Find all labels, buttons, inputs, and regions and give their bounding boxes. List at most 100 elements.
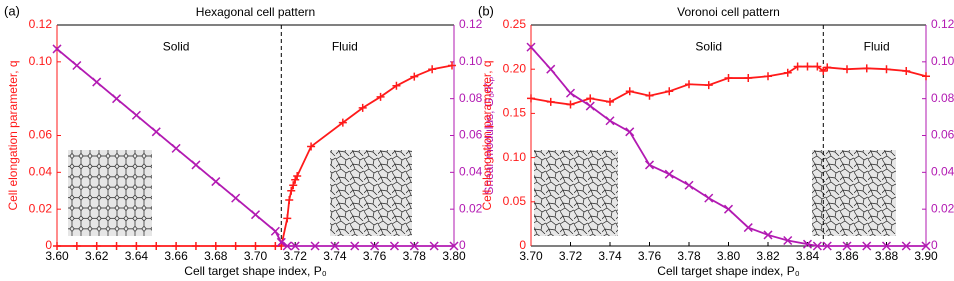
- y-axis-label: Cell elongation parameter, q: [6, 60, 20, 210]
- marker: [585, 101, 595, 111]
- marker: [191, 242, 200, 250]
- annotation: Solid: [695, 39, 722, 53]
- x-tick-label: 3.76: [638, 249, 662, 263]
- annotation: Fluid: [332, 39, 358, 53]
- y2-tick-label: 0.06: [459, 128, 483, 142]
- marker: [823, 63, 832, 72]
- y-tick-label: 0.04: [29, 165, 53, 179]
- x-tick-label: 3.74: [598, 249, 622, 263]
- panel-label: (b): [478, 3, 494, 18]
- inset-solid-pattern: [68, 150, 152, 236]
- marker: [428, 65, 437, 74]
- marker: [290, 241, 300, 251]
- y-tick-label: 0.10: [29, 54, 53, 68]
- marker: [72, 242, 81, 250]
- y2-tick-label: 0.06: [931, 128, 954, 142]
- marker: [330, 241, 340, 251]
- series-line: [530, 46, 926, 247]
- y-axis-label: Cell elongation parameter, q: [480, 60, 494, 210]
- marker: [606, 97, 614, 106]
- marker: [684, 180, 694, 190]
- x-tick-label: 3.76: [363, 249, 387, 263]
- y-tick-label: 0.25: [503, 17, 527, 31]
- marker: [231, 193, 241, 203]
- x-tick-label: 3.74: [323, 249, 347, 263]
- y2-tick-label: 0.10: [459, 54, 483, 68]
- y-tick-label: 0: [45, 238, 52, 252]
- inset-fluid-pattern: [330, 150, 412, 236]
- marker: [231, 242, 240, 250]
- inset-solid-pattern: [534, 150, 618, 236]
- marker: [802, 239, 813, 249]
- marker: [283, 214, 292, 223]
- inset-fluid-pattern: [812, 150, 896, 236]
- marker: [211, 242, 220, 250]
- marker: [358, 103, 367, 112]
- marker: [270, 226, 280, 236]
- marker: [171, 143, 181, 153]
- annotation: Solid: [163, 39, 190, 53]
- marker: [132, 242, 141, 250]
- marker: [704, 193, 714, 203]
- marker: [723, 204, 734, 214]
- marker: [685, 80, 693, 89]
- x-tick-label: 3.60: [45, 249, 69, 263]
- y2-tick-label: 0.04: [459, 165, 483, 179]
- marker: [862, 241, 872, 251]
- marker: [289, 181, 298, 190]
- x-tick-label: 3.90: [914, 249, 938, 263]
- marker: [112, 242, 121, 250]
- marker: [250, 210, 261, 220]
- marker: [526, 42, 536, 52]
- y2-tick-label: 0.04: [931, 165, 954, 179]
- marker: [625, 127, 635, 137]
- panel: (b) Voronoi cell pattern Cell target shape…: [478, 3, 954, 278]
- x-tick-label: 3.86: [835, 249, 859, 263]
- marker: [546, 97, 555, 106]
- x-tick-label: 3.64: [125, 249, 149, 263]
- panel: (a) Hexagonal cell pattern Cell target sha…: [4, 3, 496, 278]
- marker: [803, 62, 812, 71]
- marker: [625, 87, 634, 96]
- marker: [546, 64, 556, 74]
- marker: [282, 241, 292, 251]
- marker: [72, 60, 82, 71]
- marker: [370, 241, 380, 251]
- marker: [285, 195, 294, 204]
- y-tick-label: 0.02: [29, 201, 53, 215]
- marker: [605, 116, 615, 126]
- marker: [922, 72, 930, 81]
- x-tick-label: 3.84: [796, 249, 820, 263]
- y2-tick-label: 0: [459, 238, 466, 252]
- marker: [276, 237, 286, 247]
- marker: [665, 87, 674, 96]
- marker: [565, 88, 576, 98]
- x-tick-label: 3.88: [875, 249, 899, 263]
- marker: [131, 110, 141, 120]
- marker: [812, 241, 822, 251]
- marker: [783, 68, 792, 77]
- x-tick-label: 3.68: [204, 249, 228, 263]
- marker: [350, 241, 360, 251]
- y-tick-label: 0.20: [503, 61, 527, 75]
- y2-tick-label: 0.02: [459, 201, 483, 215]
- marker: [52, 44, 62, 54]
- y2-tick-label: 0: [931, 238, 938, 252]
- marker: [843, 65, 851, 74]
- x-tick-label: 3.66: [164, 249, 188, 263]
- marker: [429, 241, 439, 251]
- marker: [92, 242, 101, 250]
- marker: [644, 160, 655, 170]
- marker: [191, 160, 201, 170]
- marker: [822, 241, 832, 251]
- marker: [293, 172, 302, 181]
- x-tick-label: 3.70: [519, 249, 543, 263]
- y-tick-label: 0.05: [503, 194, 527, 208]
- marker: [152, 242, 161, 250]
- y-tick-label: 0.15: [503, 106, 527, 120]
- y2-tick-label: 0.12: [931, 17, 954, 31]
- marker: [291, 175, 300, 184]
- x-tick-label: 3.78: [677, 249, 701, 263]
- marker: [112, 94, 122, 104]
- marker: [819, 66, 828, 75]
